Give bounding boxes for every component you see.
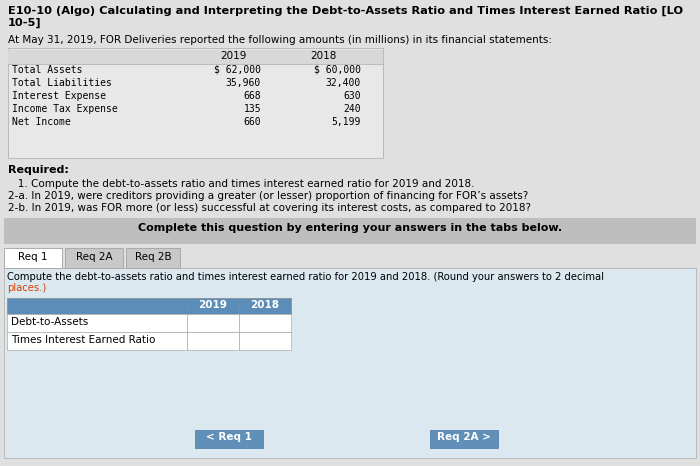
Bar	[430, 430, 498, 448]
Text: At May 31, 2019, FOR Deliveries reported the following amounts (in millions) in : At May 31, 2019, FOR Deliveries reported…	[8, 35, 552, 45]
Text: 2018: 2018	[251, 300, 279, 310]
Text: Interest Expense: Interest Expense	[12, 91, 106, 101]
Bar	[239, 332, 291, 350]
Text: 2-b. In 2019, was FOR more (or less) successful at covering its interest costs, : 2-b. In 2019, was FOR more (or less) suc…	[8, 203, 531, 213]
Text: 2019: 2019	[199, 300, 228, 310]
Text: $ 60,000: $ 60,000	[314, 65, 361, 75]
Bar	[187, 332, 239, 350]
Text: Req 2A >: Req 2A >	[437, 432, 491, 442]
Text: Total Assets: Total Assets	[12, 65, 83, 75]
Text: Complete this question by entering your answers in the tabs below.: Complete this question by entering your …	[138, 223, 562, 233]
Bar	[8, 50, 383, 64]
Bar	[4, 218, 696, 244]
Text: Times Interest Earned Ratio: Times Interest Earned Ratio	[11, 335, 155, 345]
Text: Req 2B: Req 2B	[134, 252, 172, 262]
Text: Required:: Required:	[8, 165, 69, 175]
Bar	[239, 314, 291, 332]
Bar	[65, 248, 123, 268]
Bar	[7, 332, 187, 350]
Text: Debt-to-Assets: Debt-to-Assets	[11, 317, 88, 327]
Text: Net Income: Net Income	[12, 117, 71, 127]
Text: 35,960: 35,960	[225, 78, 261, 88]
Text: 2018: 2018	[310, 51, 336, 61]
Bar	[126, 248, 180, 268]
Bar	[8, 48, 383, 158]
Text: Req 1: Req 1	[18, 252, 48, 262]
Text: 660: 660	[244, 117, 261, 127]
Bar	[187, 314, 239, 332]
Text: $ 62,000: $ 62,000	[214, 65, 261, 75]
Text: 32,400: 32,400	[326, 78, 361, 88]
Text: Req 2A: Req 2A	[76, 252, 112, 262]
Text: places.): places.)	[7, 283, 46, 293]
Text: 1. Compute the debt-to-assets ratio and times interest earned ratio for 2019 and: 1. Compute the debt-to-assets ratio and …	[8, 179, 475, 189]
Bar	[195, 430, 263, 448]
Text: 135: 135	[244, 104, 261, 114]
Text: Total Liabilities: Total Liabilities	[12, 78, 112, 88]
Text: 240: 240	[344, 104, 361, 114]
Text: 630: 630	[344, 91, 361, 101]
Text: 2019: 2019	[220, 51, 246, 61]
Text: Compute the debt-to-assets ratio and times interest earned ratio for 2019 and 20: Compute the debt-to-assets ratio and tim…	[7, 272, 604, 282]
Bar	[239, 298, 291, 314]
Text: 668: 668	[244, 91, 261, 101]
Text: Income Tax Expense: Income Tax Expense	[12, 104, 118, 114]
Text: 2-a. In 2019, were creditors providing a greater (or lesser) proportion of finan: 2-a. In 2019, were creditors providing a…	[8, 191, 528, 201]
Text: 10-5]: 10-5]	[8, 18, 41, 28]
Text: E10-10 (Algo) Calculating and Interpreting the Debt-to-Assets Ratio and Times In: E10-10 (Algo) Calculating and Interpreti…	[8, 6, 683, 16]
Text: < Req 1: < Req 1	[206, 432, 252, 442]
Text: 5,199: 5,199	[332, 117, 361, 127]
Bar	[4, 248, 62, 268]
Bar	[4, 268, 696, 458]
Bar	[7, 298, 187, 314]
Bar	[7, 314, 187, 332]
Bar	[187, 298, 239, 314]
